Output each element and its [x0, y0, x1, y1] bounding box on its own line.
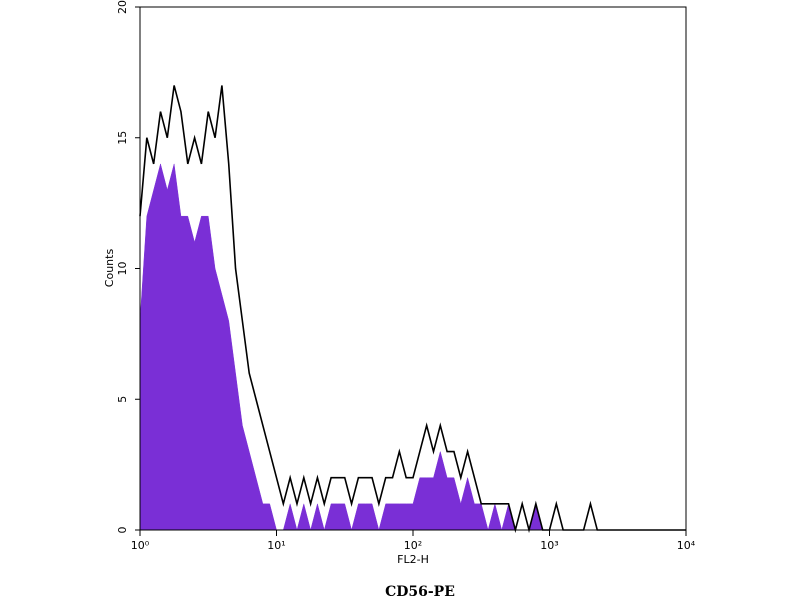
y-tick-label: 15 — [116, 131, 129, 145]
y-tick-label: 10 — [116, 262, 129, 276]
x-tick-label: 10⁴ — [677, 539, 696, 552]
y-axis-label: Counts — [103, 249, 116, 288]
x-tick-label: 10³ — [540, 539, 558, 552]
x-tick-label: 10² — [404, 539, 422, 552]
chart-title: CD56-PE — [385, 584, 455, 600]
y-tick-label: 20 — [116, 0, 129, 14]
y-tick-label: 5 — [116, 396, 129, 403]
x-tick-label: 10⁰ — [131, 539, 150, 552]
x-tick-label: 10¹ — [267, 539, 285, 552]
line — [139, 85, 686, 534]
y-tick-label: 0 — [116, 527, 129, 534]
x-axis-label: FL2-H — [397, 553, 429, 566]
